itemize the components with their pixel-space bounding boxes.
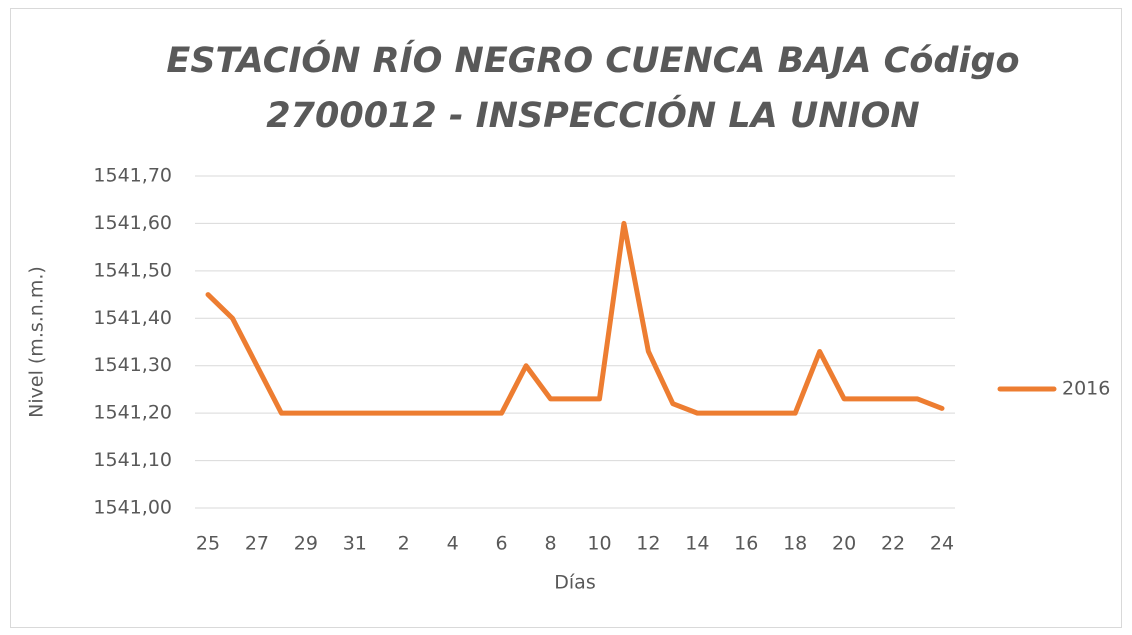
x-tick-label: 12 (636, 533, 660, 555)
y-tick-label: 1541,20 (93, 402, 172, 424)
x-tick-label: 20 (832, 533, 856, 555)
x-tick-label: 25 (196, 533, 220, 555)
y-tick-label: 1541,60 (93, 212, 172, 234)
y-tick-label: 1541,50 (93, 259, 172, 281)
x-tick-label: 10 (587, 533, 611, 555)
x-tick-label: 8 (544, 533, 556, 555)
data-line (205, 220, 945, 416)
y-tick-label: 1541,30 (93, 354, 172, 376)
y-tick-label: 1541,00 (93, 497, 172, 519)
x-tick-label: 6 (496, 533, 508, 555)
x-tick-label: 24 (930, 533, 954, 555)
y-tick-label: 1541,10 (93, 449, 172, 471)
chart-title: 2700012 - INSPECCIÓN LA UNION (266, 94, 919, 136)
x-tick-label: 31 (343, 533, 367, 555)
chart-title: ESTACIÓN RÍO NEGRO CUENCA BAJA Código (166, 39, 1019, 81)
x-tick-label: 14 (685, 533, 709, 555)
x-tick-label: 4 (447, 533, 459, 555)
x-tick-label: 29 (294, 533, 318, 555)
y-tick-label: 1541,70 (93, 165, 172, 187)
legend-label: 2016 (1062, 378, 1110, 400)
x-axis-title: Días (554, 572, 595, 594)
y-axis-title: Nivel (m.s.n.m.) (26, 266, 48, 418)
x-tick-label: 2 (398, 533, 410, 555)
x-tick-label: 16 (734, 533, 758, 555)
y-tick-label: 1541,40 (93, 307, 172, 329)
x-tick-label: 18 (783, 533, 807, 555)
x-tick-label: 22 (881, 533, 905, 555)
x-tick-label: 27 (245, 533, 269, 555)
